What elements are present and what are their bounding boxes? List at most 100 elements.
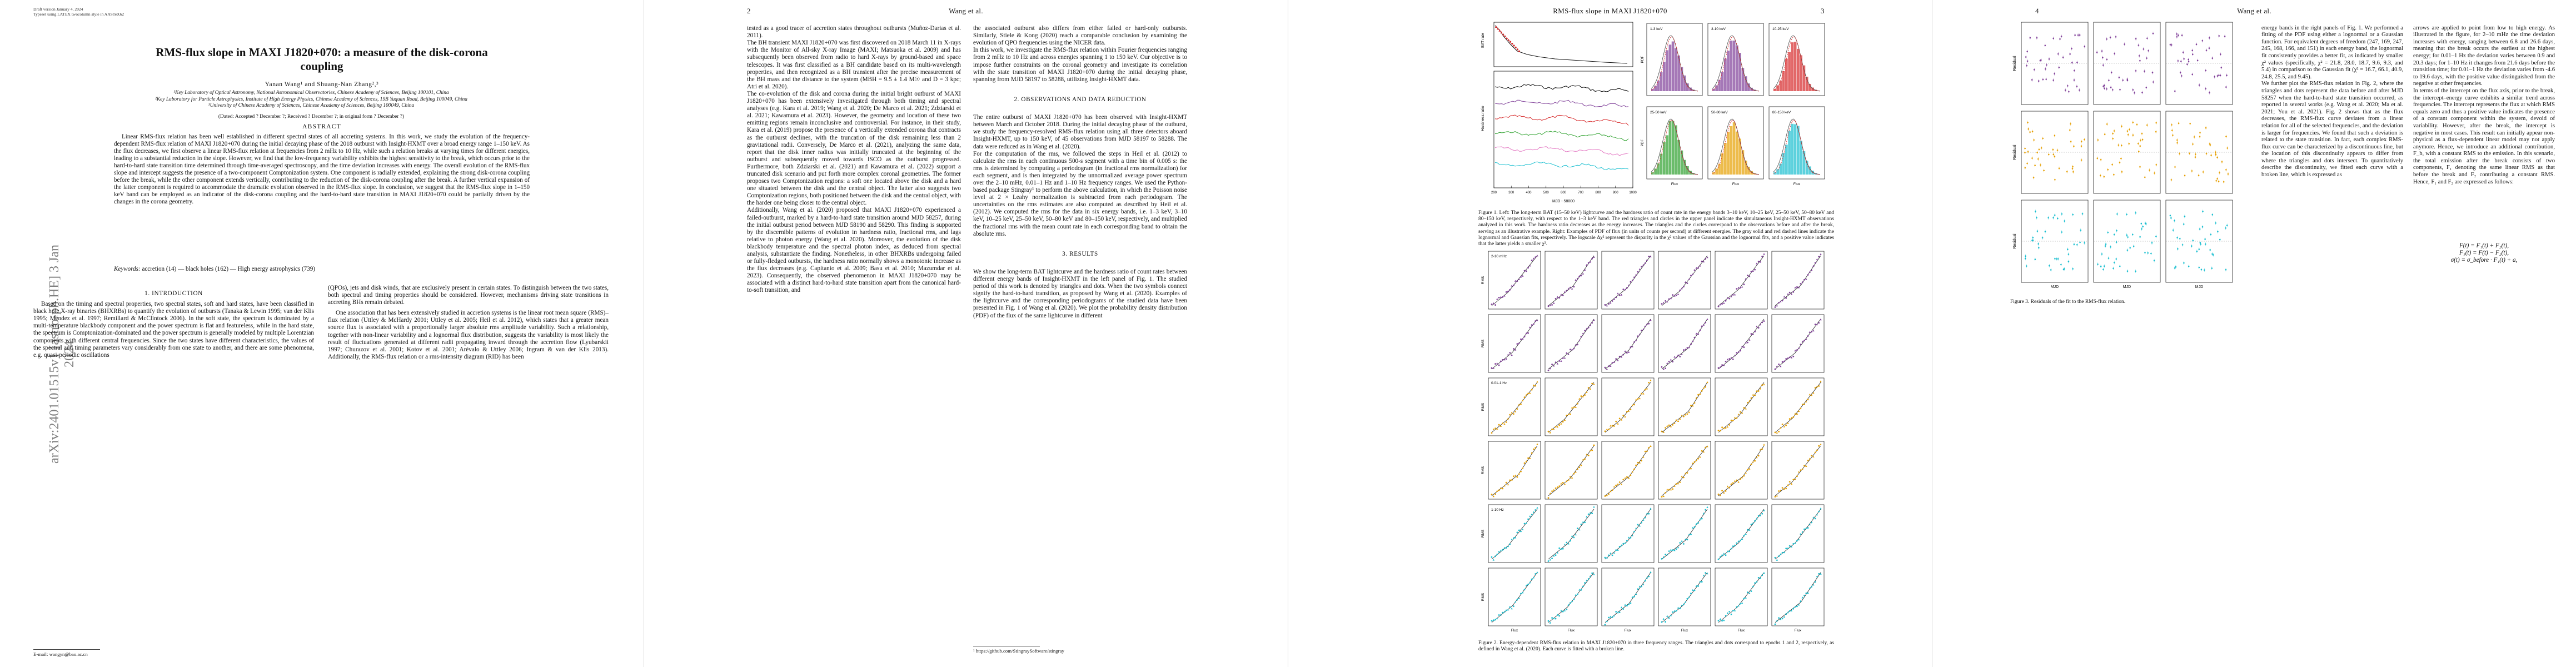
- rms-flux-triangle: [1610, 302, 1612, 304]
- rms-flux-triangle: [1730, 482, 1732, 485]
- rms-flux-frame: [1658, 251, 1711, 310]
- rms-flux-triangle: [1499, 549, 1502, 551]
- rms-flux-triangle: [1507, 483, 1509, 486]
- rms-flux-dot: [1740, 540, 1741, 541]
- footnote-email: E-mail: wangyn@bao.ac.cn: [33, 651, 88, 657]
- rms-flux-frame: [1488, 504, 1541, 563]
- rms-flux-triangle: [1496, 298, 1498, 300]
- rms-flux-triangle: [1745, 532, 1747, 535]
- rms-flux-triangle: [1578, 339, 1581, 342]
- rms-flux-dot: [1675, 610, 1677, 612]
- rms-flux-triangle: [1677, 354, 1680, 356]
- pdf-panel: 80-150 keV Flux: [1768, 106, 1825, 186]
- rms-flux-dot: [1587, 513, 1590, 515]
- residual-panel: Residual: [2013, 22, 2089, 105]
- rms-flux-dot: [1558, 424, 1561, 426]
- pdf-bar: [1675, 48, 1677, 91]
- rms-flux-triangle: [1816, 514, 1818, 516]
- rms-flux-triangle: [1688, 468, 1690, 470]
- pdf-bar: [1677, 55, 1680, 91]
- page4-right-column: arrows are applied to point from low to …: [2413, 18, 2555, 193]
- rms-flux-frame: [1658, 504, 1711, 563]
- rms-flux-dot: [1792, 416, 1795, 418]
- rms-flux-dot: [1498, 364, 1500, 366]
- rms-flux-dot: [1717, 494, 1720, 495]
- rms-flux-triangle: [1812, 455, 1815, 457]
- footnote-stingray[interactable]: ¹ https://github.com/StingraySoftware/st…: [973, 648, 1064, 654]
- rms-flux-triangle: [1586, 579, 1588, 581]
- rms-flux-dot: [1728, 297, 1731, 300]
- rms-flux-triangle: [1631, 534, 1633, 536]
- rms-flux-triangle: [1503, 359, 1506, 361]
- rms-flux-triangle: [1787, 422, 1789, 424]
- rms-flux-dot: [1604, 624, 1606, 626]
- x-tick-label: 200: [1491, 191, 1497, 195]
- rms-flux-dot: [1788, 356, 1791, 359]
- rms-flux-triangle: [1575, 278, 1577, 281]
- rms-flux-dot: [1554, 487, 1557, 489]
- pdf-bar: [1732, 122, 1736, 175]
- broken-line-fit: [1718, 509, 1765, 560]
- flux-xlabel: Flux: [1568, 629, 1575, 633]
- rms-flux-dot: [1523, 589, 1526, 591]
- rms-flux-dot: [1736, 417, 1738, 419]
- rms-flux-panel: Flux: [1658, 568, 1711, 633]
- rms-flux-triangle: [1563, 483, 1566, 485]
- rms-flux-dot: [1679, 608, 1681, 610]
- rms-flux-dot: [1580, 524, 1582, 525]
- residual-panel: Residual: [2013, 111, 2089, 194]
- rms-flux-dot: [1693, 402, 1696, 404]
- rms-flux-dot: [1608, 303, 1610, 305]
- pdf-bar: [1732, 41, 1736, 91]
- rms-flux-triangle: [1635, 339, 1637, 341]
- rms-flux-triangle: [1549, 367, 1551, 370]
- broken-line-fit: [1775, 509, 1821, 560]
- rms-flux-triangle: [1525, 332, 1527, 335]
- rms-flux-dot: [1604, 304, 1606, 306]
- rms-flux-dot: [1516, 280, 1518, 282]
- rms-flux-triangle: [1692, 526, 1694, 529]
- rms-flux-triangle: [1586, 515, 1588, 517]
- rms-flux-triangle: [1553, 555, 1555, 557]
- rms-flux-dot: [1587, 578, 1590, 580]
- rms-flux-dot: [1781, 361, 1783, 363]
- rms-flux-dot: [1618, 417, 1621, 420]
- abstract-heading: ABSTRACT: [302, 123, 341, 130]
- rms-flux-panel: [1601, 504, 1655, 563]
- rms-flux-dot: [1792, 355, 1795, 357]
- rms-flux-triangle: [1684, 414, 1687, 416]
- broken-line-fit: [1548, 509, 1595, 560]
- rms-flux-dot: [1796, 540, 1798, 542]
- rms-flux-dot: [1577, 277, 1578, 280]
- equation-3: F₁(t) = F(t) − F₂(t),: [2459, 250, 2509, 257]
- rms-flux-dot: [1618, 294, 1621, 296]
- rms-flux-dot: [1785, 358, 1787, 360]
- x-tick-label: 400: [1526, 191, 1532, 195]
- rms-ylabel: RMS: [1481, 402, 1485, 411]
- rms-flux-dot: [1661, 430, 1663, 432]
- rms-flux-dot: [1569, 602, 1571, 604]
- rms-flux-dot: [1520, 470, 1522, 472]
- rms-flux-dot: [1701, 450, 1703, 452]
- rms-flux-triangle: [1692, 340, 1694, 342]
- rms-flux-triangle: [1759, 449, 1762, 451]
- rms-flux-dot: [1591, 322, 1593, 324]
- rms-flux-dot: [1591, 512, 1593, 514]
- rms-flux-dot: [1534, 256, 1537, 258]
- pdf-bar: [1683, 75, 1686, 91]
- rms-flux-dot: [1818, 322, 1820, 324]
- bat-circle-marker: [1518, 50, 1521, 52]
- rms-flux-triangle: [1518, 529, 1520, 531]
- rms-flux-dot: [1717, 430, 1720, 432]
- rms-flux-dot: [1531, 260, 1533, 261]
- rms-flux-dot: [1661, 303, 1663, 305]
- rms-flux-dot: [1554, 426, 1557, 428]
- rms-flux-triangle: [1702, 574, 1705, 576]
- rms-flux-triangle: [1613, 361, 1616, 363]
- affiliation-2: ²Key Laboratory for Particle Astrophysic…: [155, 96, 467, 102]
- rms-flux-dot: [1690, 534, 1692, 535]
- rms-flux-dot: [1672, 488, 1674, 490]
- rms-flux-dot: [1675, 548, 1677, 550]
- rms-flux-dot: [1778, 555, 1780, 557]
- rms-flux-triangle: [1695, 585, 1697, 587]
